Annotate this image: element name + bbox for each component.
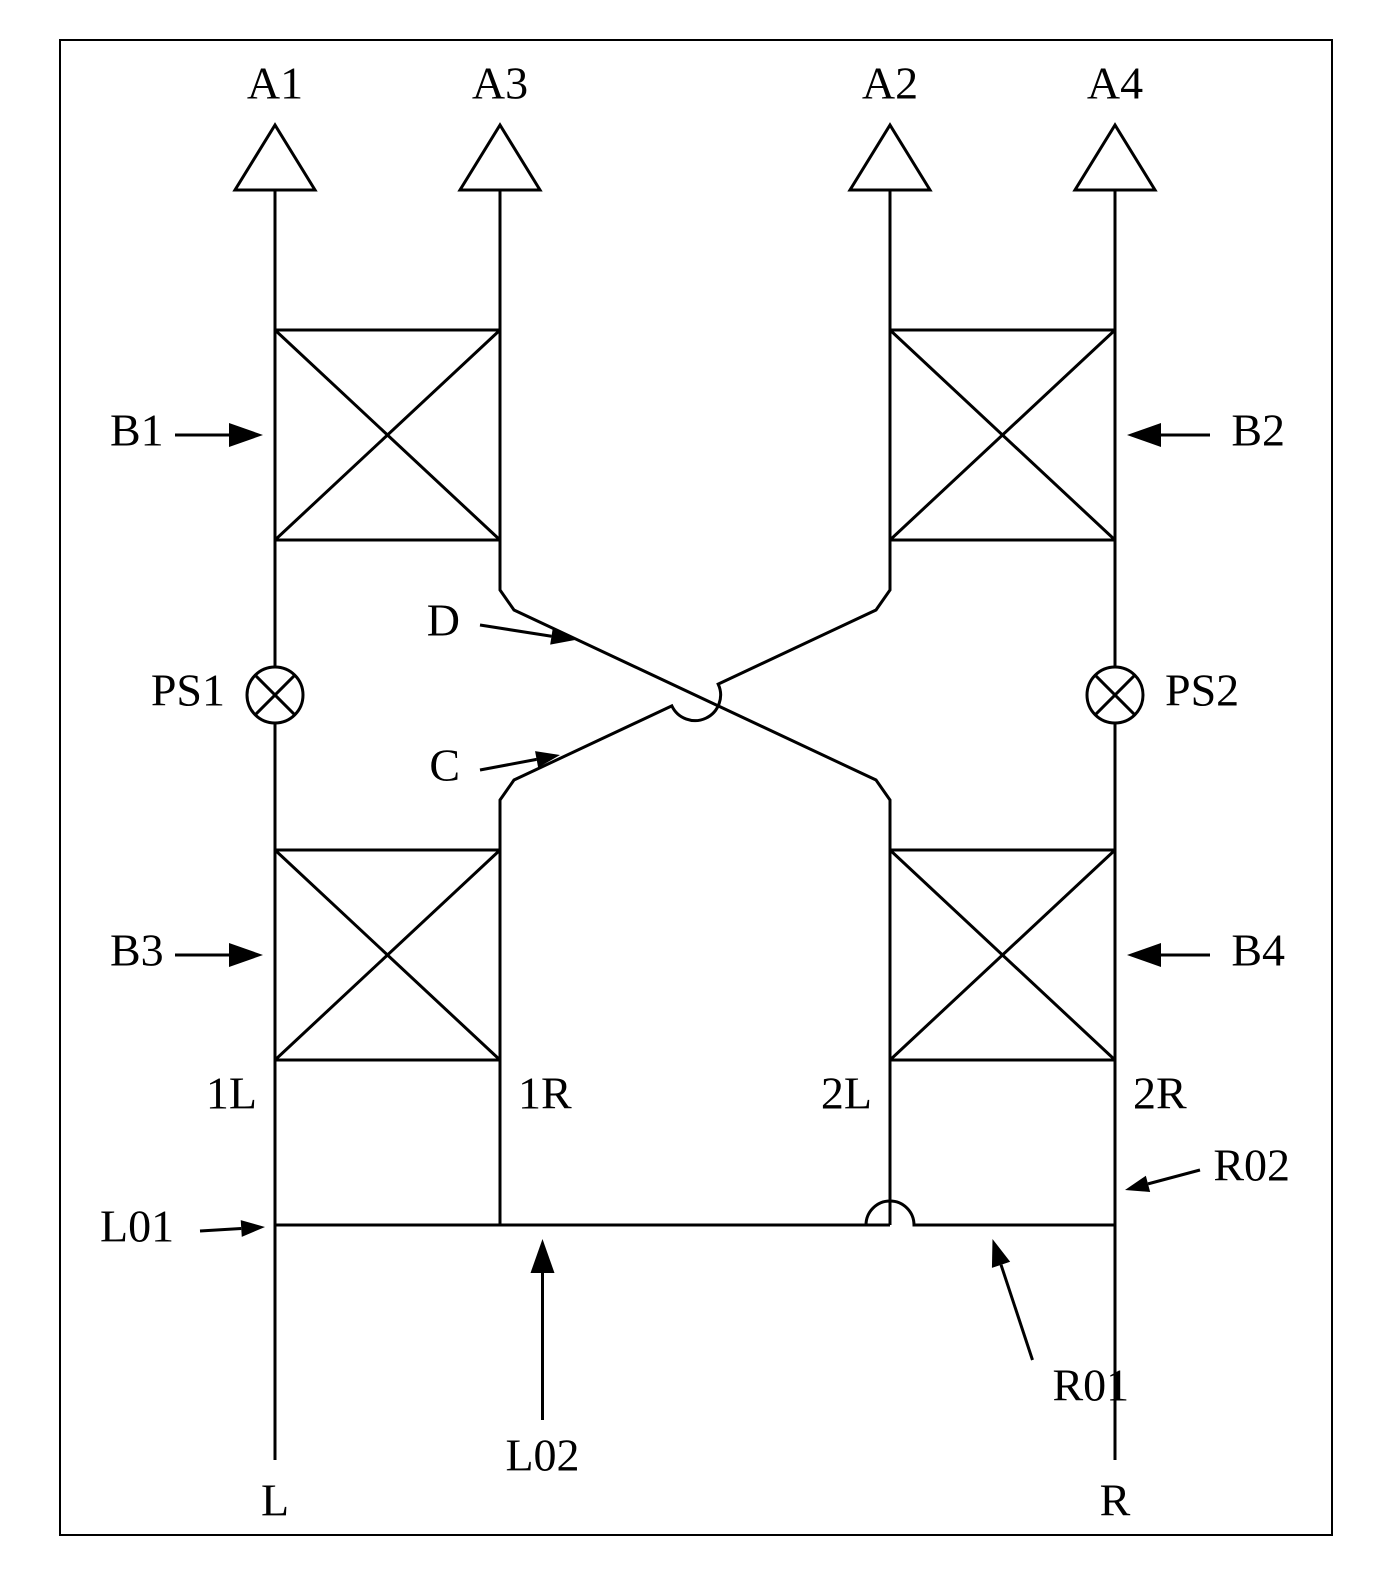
diagram-root: A1 A3 A2 A4 B1 B2 B3 B4 PS1 PS2 D C 1L 1R 2L 2R L01 R02 L0… [60, 40, 1332, 1535]
label-PS2: PS2 [1165, 665, 1239, 716]
label-C: C [429, 740, 460, 791]
label-A2: A2 [862, 58, 918, 109]
label-R: R [1100, 1475, 1131, 1526]
coupler-B2 [890, 330, 1115, 540]
label-2R: 2R [1133, 1068, 1187, 1119]
label-A1: A1 [247, 58, 303, 109]
coupler-B4 [890, 850, 1115, 1060]
label-B2: B2 [1231, 405, 1285, 456]
crossover-D [500, 540, 890, 850]
label-2L: 2L [821, 1068, 872, 1119]
label-D: D [427, 595, 460, 646]
outer-frame [60, 40, 1332, 1535]
antenna-A4: A4 [1075, 58, 1155, 330]
label-A3: A3 [472, 58, 528, 109]
label-PS1: PS1 [151, 665, 225, 716]
label-B4: B4 [1231, 925, 1285, 976]
label-A4: A4 [1087, 58, 1143, 109]
label-B1: B1 [110, 405, 164, 456]
label-L: L [261, 1475, 289, 1526]
label-L01: L01 [100, 1201, 174, 1252]
label-1R: 1R [518, 1068, 572, 1119]
antenna-A1: A1 [235, 58, 315, 330]
phase-shifter-PS2 [1087, 667, 1143, 723]
antenna-A2: A2 [850, 58, 930, 330]
r01-path [500, 1201, 1115, 1225]
phase-shifter-PS1 [247, 667, 303, 723]
antenna-A3: A3 [460, 58, 540, 330]
coupler-B1 [275, 330, 500, 540]
coupler-B3 [275, 850, 500, 1060]
label-R02: R02 [1213, 1140, 1290, 1191]
label-L02: L02 [505, 1430, 579, 1481]
label-B3: B3 [110, 925, 164, 976]
label-1L: 1L [206, 1068, 257, 1119]
label-R01: R01 [1053, 1360, 1130, 1411]
